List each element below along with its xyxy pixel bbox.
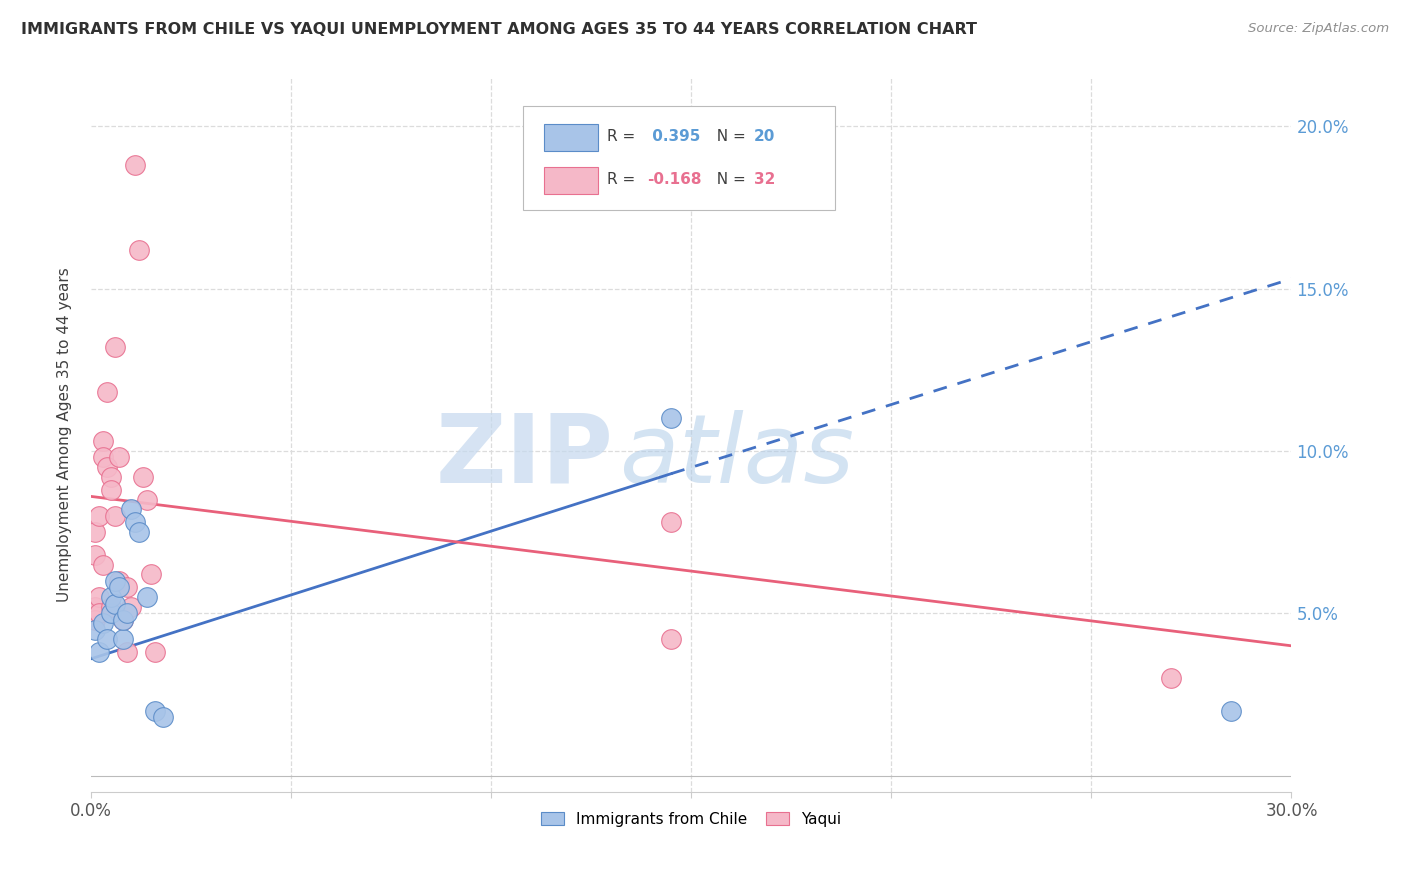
Point <box>1160 671 1182 685</box>
Point <box>124 158 146 172</box>
Point <box>91 616 114 631</box>
Point <box>87 590 110 604</box>
Point <box>115 580 138 594</box>
Point <box>128 525 150 540</box>
Text: N =: N = <box>707 172 751 187</box>
Point <box>100 607 122 621</box>
Y-axis label: Unemployment Among Ages 35 to 44 years: Unemployment Among Ages 35 to 44 years <box>58 268 72 602</box>
Point <box>84 613 107 627</box>
Point <box>111 632 134 647</box>
Point <box>104 340 127 354</box>
Point <box>108 450 131 465</box>
Point <box>124 516 146 530</box>
Point <box>120 502 142 516</box>
Point <box>100 599 122 614</box>
Point <box>139 567 162 582</box>
Point <box>91 558 114 572</box>
Point <box>111 613 134 627</box>
Text: IMMIGRANTS FROM CHILE VS YAQUI UNEMPLOYMENT AMONG AGES 35 TO 44 YEARS CORRELATIO: IMMIGRANTS FROM CHILE VS YAQUI UNEMPLOYM… <box>21 22 977 37</box>
Point <box>100 483 122 497</box>
Point <box>120 599 142 614</box>
Text: N =: N = <box>707 129 751 145</box>
Bar <box>544 124 598 151</box>
Point <box>87 508 110 523</box>
Point <box>104 508 127 523</box>
Point <box>659 632 682 647</box>
Point <box>111 613 134 627</box>
Point <box>84 548 107 562</box>
Point <box>115 645 138 659</box>
Point <box>96 632 118 647</box>
Legend: Immigrants from Chile, Yaqui: Immigrants from Chile, Yaqui <box>533 804 849 834</box>
Point <box>104 597 127 611</box>
Point <box>84 623 107 637</box>
Text: 32: 32 <box>754 172 775 187</box>
Text: Source: ZipAtlas.com: Source: ZipAtlas.com <box>1249 22 1389 36</box>
Point <box>104 574 127 588</box>
Point <box>143 704 166 718</box>
Point <box>108 580 131 594</box>
Point <box>659 516 682 530</box>
Text: R =: R = <box>607 172 640 187</box>
Point <box>152 710 174 724</box>
Point <box>128 243 150 257</box>
Point <box>143 645 166 659</box>
Point <box>132 470 155 484</box>
Point <box>96 460 118 475</box>
Point <box>84 599 107 614</box>
Text: 20: 20 <box>754 129 775 145</box>
Point <box>659 411 682 425</box>
Point <box>115 607 138 621</box>
Point <box>91 450 114 465</box>
Point <box>87 607 110 621</box>
Text: R =: R = <box>607 129 640 145</box>
Text: -0.168: -0.168 <box>647 172 702 187</box>
Point <box>1220 704 1243 718</box>
Point <box>84 525 107 540</box>
Point <box>100 470 122 484</box>
Point <box>100 590 122 604</box>
FancyBboxPatch shape <box>523 106 835 210</box>
Text: 0.395: 0.395 <box>647 129 700 145</box>
Bar <box>544 167 598 194</box>
Point <box>108 574 131 588</box>
Point <box>136 492 159 507</box>
Point <box>96 385 118 400</box>
Text: atlas: atlas <box>619 409 855 502</box>
Point <box>136 590 159 604</box>
Text: ZIP: ZIP <box>436 409 613 502</box>
Point <box>87 645 110 659</box>
Point <box>91 434 114 449</box>
